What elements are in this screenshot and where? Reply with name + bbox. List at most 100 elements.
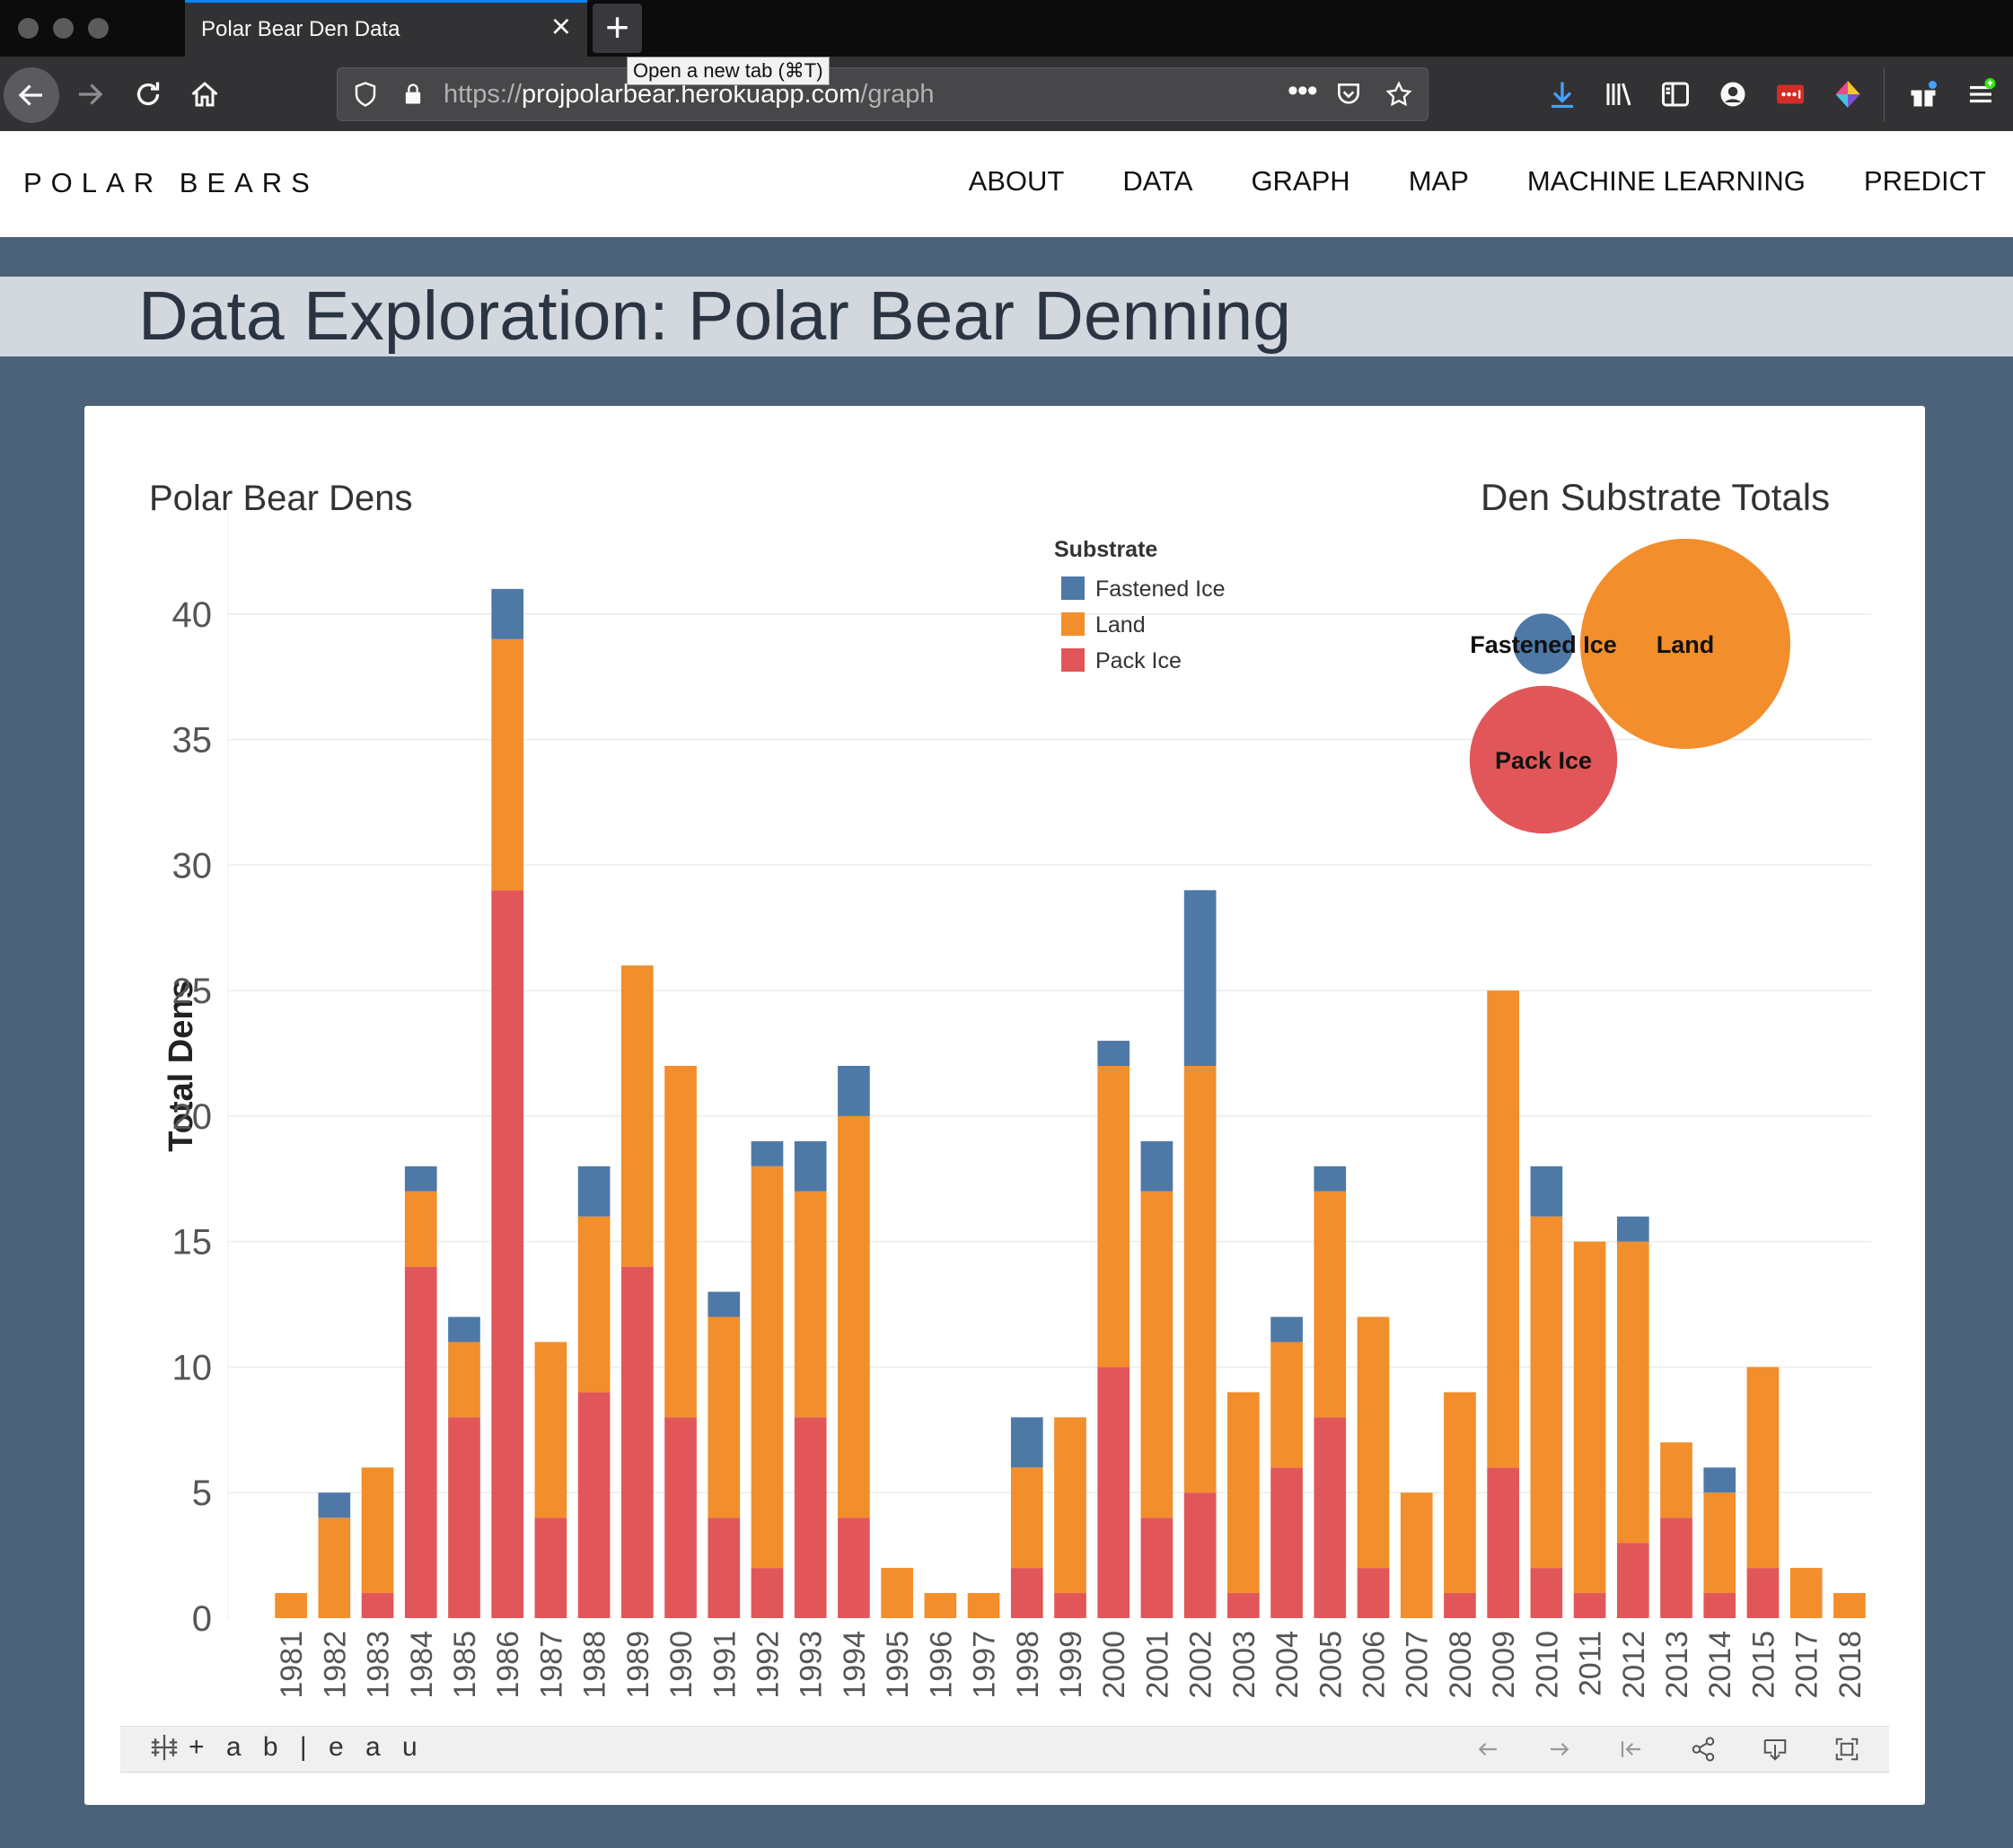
- shield-icon[interactable]: [352, 81, 379, 108]
- fullscreen-button[interactable]: [1832, 1734, 1862, 1764]
- pocket-icon[interactable]: [1334, 80, 1363, 109]
- y-tick-label: 40: [172, 595, 213, 635]
- bar-pack-ice-2014: [1703, 1593, 1736, 1618]
- x-tick-labels: 1981 1982 1983 1984 1985 1986 1987 1988 1989 1990…: [275, 1631, 1868, 1699]
- tableau-logo[interactable]: + a b | e a u: [149, 1732, 425, 1763]
- x-tick-label: 2007: [1401, 1631, 1435, 1699]
- bar-pack-ice-1983: [361, 1593, 394, 1618]
- bar-pack-ice-2006: [1357, 1568, 1390, 1618]
- back-button[interactable]: [4, 67, 59, 123]
- bar-pack-ice-2015: [1746, 1568, 1780, 1618]
- browser-tab[interactable]: Polar Bear Den Data ×: [185, 0, 587, 57]
- bar-pack-ice-1999: [1054, 1593, 1086, 1618]
- bar-pack-ice-1984: [404, 1266, 437, 1618]
- redo-button[interactable]: [1544, 1734, 1575, 1764]
- bar-land-2017: [1789, 1568, 1823, 1618]
- site-header: POLAR BEARS ABOUT DATA GRAPH MAP MACHINE…: [0, 131, 2013, 237]
- reload-button[interactable]: [125, 71, 171, 118]
- bar-pack-ice-1985: [448, 1417, 480, 1618]
- x-tick-label: 1986: [491, 1631, 525, 1699]
- extension-lastpass-button[interactable]: [1767, 71, 1814, 118]
- nav-map[interactable]: MAP: [1408, 165, 1469, 197]
- bar-land-2002: [1183, 1066, 1217, 1493]
- home-button[interactable]: [181, 71, 228, 118]
- bar-fastened-ice-2010: [1530, 1166, 1563, 1217]
- bubble-label: Fastened Ice: [1470, 631, 1617, 658]
- bar-land-2005: [1314, 1191, 1347, 1418]
- share-button[interactable]: [1688, 1734, 1719, 1764]
- window-zoom-dot[interactable]: [88, 18, 109, 39]
- tableau-cross-icon: [151, 1734, 178, 1761]
- nav-data[interactable]: DATA: [1122, 165, 1193, 197]
- revert-icon: [1621, 1741, 1640, 1757]
- new-tab-button[interactable]: +: [593, 4, 642, 53]
- legend-swatch: [1061, 648, 1085, 672]
- bar-fastened-ice-1985: [448, 1316, 480, 1342]
- y-axis-label: Total Dens: [163, 980, 200, 1151]
- whats-new-button[interactable]: [1900, 71, 1947, 118]
- x-tick-label: 1991: [708, 1631, 742, 1699]
- home-icon: [191, 81, 218, 107]
- redo-arrow-icon: [1551, 1742, 1569, 1756]
- page-actions-icon[interactable]: •••: [1288, 74, 1318, 108]
- nav-graph[interactable]: GRAPH: [1251, 165, 1350, 197]
- sidebar-button[interactable]: [1652, 71, 1699, 118]
- nav-machine-learning[interactable]: MACHINE LEARNING: [1526, 165, 1806, 197]
- account-button[interactable]: [1710, 71, 1756, 118]
- bar-land-1987: [534, 1342, 567, 1518]
- bar-land-2000: [1097, 1066, 1130, 1368]
- bar-land-2009: [1487, 990, 1520, 1468]
- gift-icon: [1911, 81, 1937, 107]
- menu-button[interactable]: [1957, 71, 2004, 118]
- nav-about[interactable]: ABOUT: [968, 165, 1065, 197]
- arrow-left-icon: [18, 84, 42, 106]
- sidebar-icon: [1662, 82, 1689, 107]
- bar-land-1991: [708, 1316, 741, 1518]
- x-tick-label: 2015: [1746, 1631, 1780, 1699]
- tab-title: Polar Bear Den Data: [201, 17, 400, 41]
- library-button[interactable]: [1595, 71, 1642, 118]
- revert-button[interactable]: [1616, 1734, 1647, 1764]
- bubble-marks: Fastened Ice Land Pack Ice: [1469, 539, 1790, 834]
- download-viz-button[interactable]: [1760, 1734, 1790, 1764]
- bar-land-1988: [577, 1216, 611, 1393]
- forward-button[interactable]: [66, 71, 113, 118]
- y-tick-label: 5: [192, 1474, 212, 1513]
- bar-land-2014: [1703, 1492, 1736, 1594]
- x-tick-label: 1995: [881, 1631, 915, 1699]
- x-tick-label: 2006: [1358, 1631, 1392, 1699]
- x-tick-label: 1981: [275, 1631, 309, 1699]
- bar-land-1997: [967, 1593, 1000, 1618]
- downloads-button[interactable]: [1539, 71, 1586, 118]
- tableau-embed-card: Polar Bear Dens Total Dens 0 5 10 15 20 25 30 3…: [84, 406, 1925, 1805]
- bar-chart-title: Polar Bear Dens: [149, 479, 412, 518]
- tab-close-icon[interactable]: ×: [550, 8, 571, 46]
- bar-land-1990: [664, 1066, 697, 1418]
- bookmark-star-icon[interactable]: [1384, 80, 1413, 109]
- bar-pack-ice-1991: [708, 1518, 741, 1618]
- site-brand[interactable]: POLAR BEARS: [23, 167, 319, 198]
- nav-predict[interactable]: PREDICT: [1863, 165, 1986, 197]
- window-minimize-dot[interactable]: [53, 18, 74, 39]
- legend-items: Fastened Ice Land Pack Ice: [1061, 576, 1226, 673]
- bar-marks: [275, 588, 1866, 1618]
- bar-pack-ice-2003: [1227, 1593, 1260, 1618]
- y-tick-label: 0: [192, 1599, 212, 1639]
- undo-button[interactable]: [1472, 1734, 1503, 1764]
- bar-land-1989: [620, 965, 654, 1267]
- x-tick-label: 1984: [405, 1631, 439, 1699]
- bar-land-2011: [1573, 1241, 1606, 1594]
- x-tick-label: 2005: [1314, 1631, 1348, 1699]
- window-close-dot[interactable]: [18, 18, 39, 39]
- title-band: Data Exploration: Polar Bear Denning: [0, 277, 2013, 356]
- extension-color-button[interactable]: [1824, 71, 1871, 118]
- y-tick-label: 10: [172, 1348, 213, 1387]
- bar-pack-ice-2002: [1183, 1492, 1217, 1618]
- bar-land-1996: [924, 1593, 957, 1618]
- bar-pack-ice-1986: [491, 890, 524, 1618]
- account-icon: [1720, 82, 1745, 107]
- url-bar[interactable]: https://projpolarbear.herokuapp.com/grap…: [337, 67, 1428, 121]
- bubble-label: Pack Ice: [1495, 747, 1592, 774]
- bar-land-1982: [318, 1518, 351, 1618]
- legend-title: Substrate: [1054, 537, 1157, 562]
